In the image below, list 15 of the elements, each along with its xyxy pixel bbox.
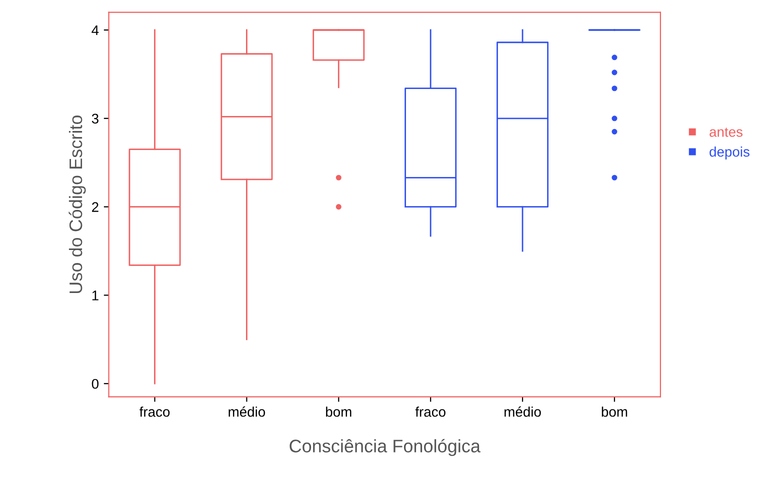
x-tick-label: fraco (415, 406, 446, 417)
x-tick-label: médio (228, 406, 266, 417)
legend-label: depois (710, 146, 750, 160)
x-tick-label: médio (504, 406, 541, 417)
y-tick-label: 3 (92, 114, 98, 124)
y-tick-label: 2 (92, 202, 98, 212)
y-tick-label: 0 (92, 378, 99, 389)
x-axis-title: Consciência Fonológica (290, 438, 480, 456)
y-axis-title: Uso do Código Escrito (68, 116, 86, 294)
legend-label: antes (710, 128, 742, 137)
y-tick-label: 1 (92, 290, 98, 300)
x-tick-label: fraco (140, 406, 170, 417)
x-tick-label: bom (326, 406, 352, 417)
x-tick-label: bom (602, 406, 628, 417)
y-tick-label: 4 (92, 25, 99, 36)
